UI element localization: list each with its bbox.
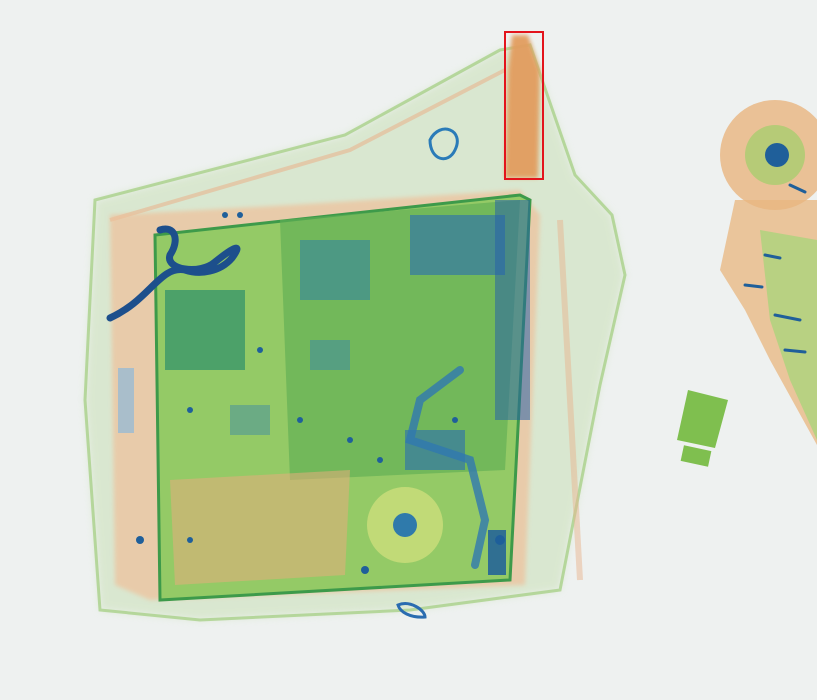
side-pocket-item: [118, 368, 134, 433]
elongated-object-icon: [505, 35, 540, 178]
cable: [106, 225, 241, 322]
right-edge-object: [720, 100, 817, 445]
laptop: [136, 193, 532, 602]
small-device: [677, 390, 728, 467]
bag-tag: [396, 127, 459, 619]
bounding-box-icon: [504, 31, 544, 180]
